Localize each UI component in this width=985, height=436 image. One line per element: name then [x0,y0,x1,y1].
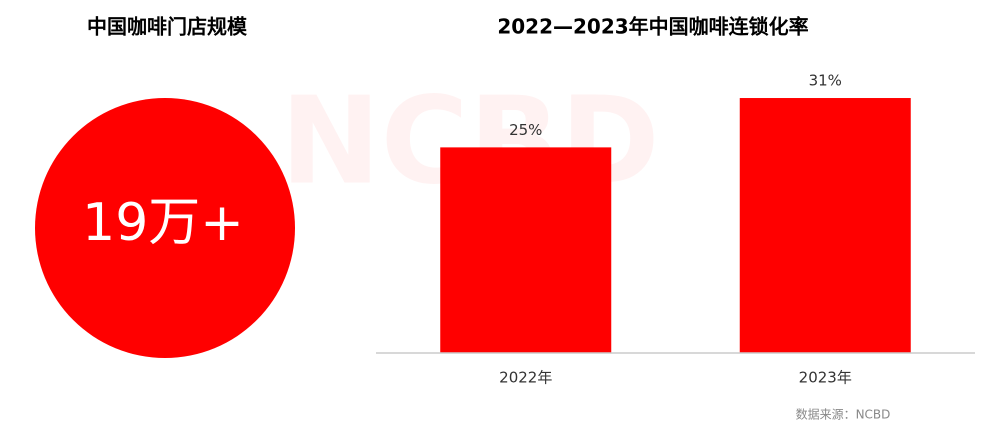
value-label: 31% [809,72,842,90]
stat-circle [35,98,295,358]
bar [739,98,911,354]
source: 数据来源：NCBD [796,407,891,422]
x-tick-label: 2022年 [499,369,552,387]
chart-title: 2022—2023年中国咖啡连锁化率 [497,15,808,39]
chart-title: 中国咖啡门店规模 [87,15,248,39]
value-label: 25% [509,121,542,139]
x-tick-label: 2023年 [799,369,852,387]
bar [440,147,612,353]
stat-text: 19万+ [82,193,244,253]
